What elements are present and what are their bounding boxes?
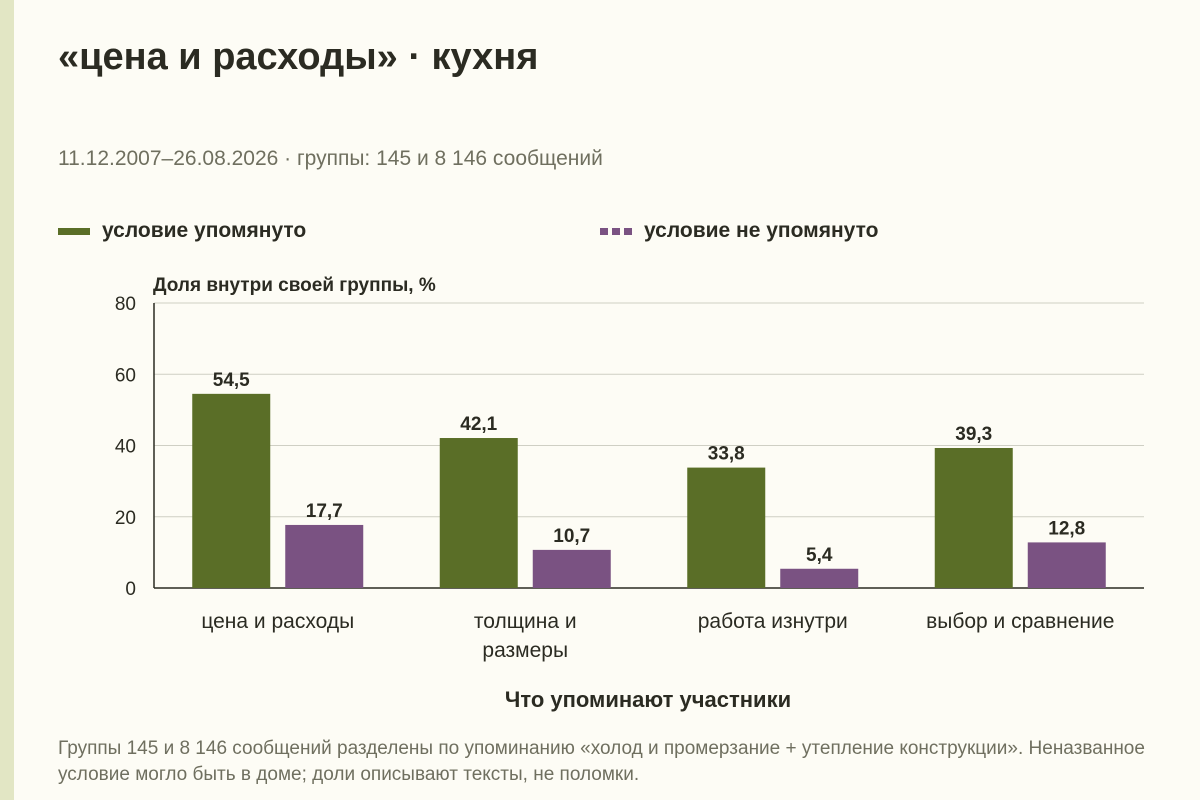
y-axis-title: Доля внутри своей группы, % <box>153 275 436 296</box>
page-subtitle: 11.12.2007–26.08.2026 · группы: 145 и 8 … <box>58 147 603 170</box>
value-label: 54,5 <box>213 370 250 391</box>
value-label: 42,1 <box>460 414 497 435</box>
bar-not-mentioned <box>285 524 364 588</box>
bar-mentioned <box>687 467 766 588</box>
page-title: «цена и расходы» · кухня <box>58 36 539 78</box>
x-axis-title: Что упоминают участники <box>505 687 791 712</box>
legend-item-mentioned: условие упомянуто <box>58 219 306 243</box>
y-tick-label: 20 <box>115 508 136 529</box>
legend-swatch-mentioned <box>58 227 90 235</box>
bar-mentioned <box>934 447 1013 588</box>
value-label: 10,7 <box>553 526 590 547</box>
category-label: толщина и размеры <box>474 610 577 662</box>
value-label: 33,8 <box>708 444 745 465</box>
legend-item-not-mentioned: условие не упомянуто <box>600 219 878 243</box>
category-label: работа изнутри <box>698 610 848 633</box>
y-tick-label: 80 <box>115 294 136 315</box>
y-tick-label: 60 <box>115 365 136 386</box>
legend-label-mentioned: условие упомянуто <box>102 219 307 242</box>
value-label: 39,3 <box>955 424 992 445</box>
legend-swatch-not-mentioned <box>600 227 632 235</box>
bar-mentioned <box>439 438 518 588</box>
bar-not-mentioned <box>532 549 611 588</box>
y-tick-label: 40 <box>115 437 136 458</box>
bar-mentioned <box>192 393 271 588</box>
footnote: Группы 145 и 8 146 сообщений разделены п… <box>58 738 1145 785</box>
value-label: 12,8 <box>1048 518 1085 539</box>
value-label: 5,4 <box>806 545 833 566</box>
bar-not-mentioned <box>1027 542 1106 588</box>
legend-label-not-mentioned: условие не упомянуто <box>644 219 879 242</box>
left-accent-strip <box>0 0 14 800</box>
category-label: выбор и сравнение <box>926 610 1114 633</box>
bar-chart: Доля внутри своей группы, % 0 20 40 60 80 54… <box>115 275 1144 712</box>
category-label: цена и расходы <box>201 610 354 633</box>
bar-not-mentioned <box>780 568 859 588</box>
y-tick-label: 0 <box>125 579 136 600</box>
value-label: 17,7 <box>306 501 343 522</box>
